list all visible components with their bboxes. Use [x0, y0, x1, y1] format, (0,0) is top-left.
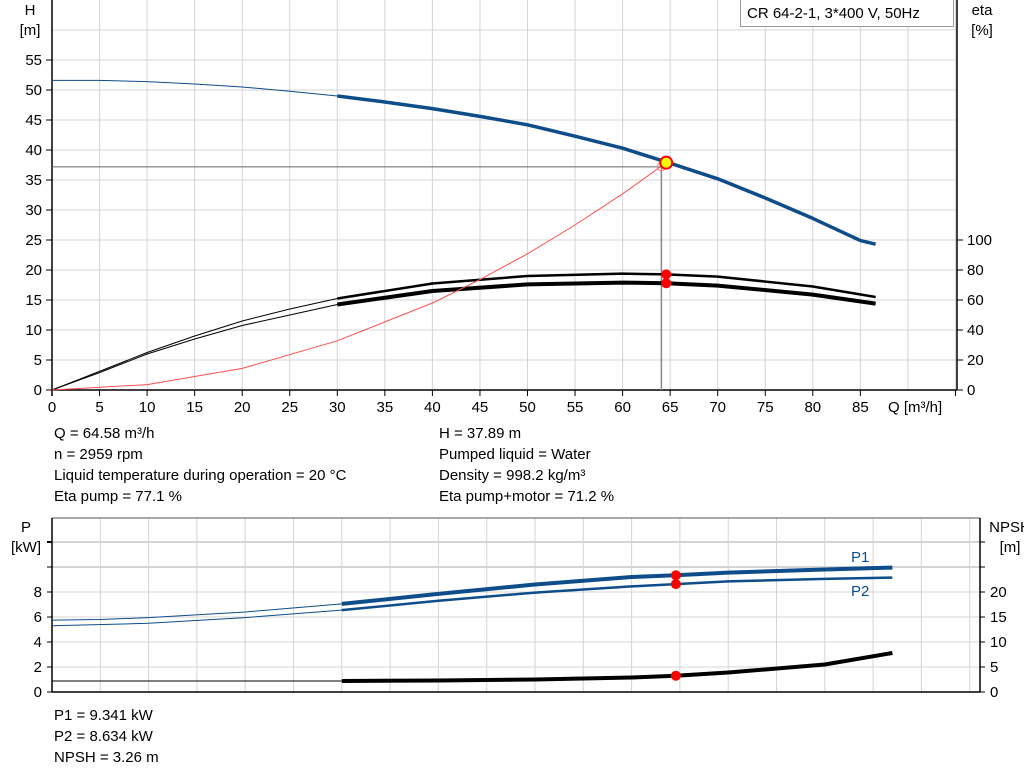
eta-tick-label: 40 — [967, 322, 984, 339]
y-label-eta: eta — [972, 2, 994, 19]
eta-tick-label: 80 — [967, 262, 984, 279]
x-tick-label: 25 — [281, 399, 298, 416]
curve-P2-extrapolated — [51, 609, 342, 627]
y-label-p: P — [21, 519, 31, 536]
info-eta-pump: Eta pump = 77.1 % — [54, 488, 182, 505]
legend-p1: P1 — [851, 549, 869, 566]
x-tick-label: 65 — [662, 399, 679, 416]
x-tick-label: 50 — [519, 399, 536, 416]
y-label-eta-unit: [%] — [971, 22, 993, 39]
y-tick-label: 15 — [25, 292, 42, 309]
p-tick-label: 2 — [34, 659, 42, 676]
info-bottom: P1 = 9.341 kW P2 = 8.634 kW NPSH = 3.26 … — [54, 705, 159, 768]
y-label-h: H — [25, 2, 36, 19]
x-tick-label: 35 — [377, 399, 394, 416]
p1-marker — [670, 570, 681, 581]
y-label-npsh: NPSH — [989, 519, 1024, 536]
info-top-right: H = 37.89 m Pumped liquid = Water Densit… — [439, 423, 614, 507]
x-tick-label: 45 — [472, 399, 489, 416]
y-tick-label: 50 — [25, 82, 42, 99]
legend-p2: P2 — [851, 583, 869, 600]
y-label-p-unit: [kW] — [11, 539, 41, 556]
info-h: H = 37.89 m — [439, 425, 522, 442]
curve-H-extrapolated — [52, 79, 338, 97]
y-label-npsh-unit: [m] — [1000, 539, 1021, 556]
x-tick-label: 20 — [234, 399, 251, 416]
y-tick-label: 25 — [25, 232, 42, 249]
x-label: Q [m³/h] — [888, 399, 942, 416]
p-tick-label: 8 — [34, 584, 42, 601]
npsh-tick-label: 0 — [990, 684, 998, 701]
eta-pump-marker — [661, 269, 672, 280]
x-tick-label: 30 — [329, 399, 346, 416]
npsh-tick-label: 5 — [990, 659, 998, 676]
x-tick-label: 80 — [804, 399, 821, 416]
eta-tick-label: 60 — [967, 292, 984, 309]
y-tick-label: 30 — [25, 202, 42, 219]
p2-marker — [670, 579, 681, 590]
x-tick-label: 55 — [567, 399, 584, 416]
eta-tick-label: 0 — [967, 382, 975, 399]
y-tick-label: 10 — [25, 322, 42, 339]
npsh-tick-label: 10 — [990, 634, 1007, 651]
info-p2: P2 = 8.634 kW — [54, 728, 153, 745]
eta-pump-motor-marker — [661, 278, 672, 289]
y-tick-label: 0 — [34, 382, 42, 399]
curve-H — [337, 94, 877, 246]
info-temp: Liquid temperature during operation = 20… — [54, 467, 347, 484]
curve-P1 — [341, 565, 893, 606]
eta-tick-label: 100 — [967, 232, 992, 249]
x-tick-label: 40 — [424, 399, 441, 416]
info-top-left: Q = 64.58 m³/h n = 2959 rpm Liquid tempe… — [54, 423, 346, 507]
curve-eta_pump — [337, 272, 876, 300]
curve-P1-extrapolated — [51, 603, 342, 621]
curve-eta_pump-extrapolated — [51, 298, 338, 391]
x-tick-label: 0 — [48, 399, 56, 416]
curve-P2 — [341, 576, 893, 612]
curve-eta_pump_motor-extrapolated — [51, 304, 338, 391]
x-tick-label: 75 — [757, 399, 774, 416]
eta-tick-label: 20 — [967, 352, 984, 369]
info-p1: P1 = 9.341 kW — [54, 707, 153, 724]
x-tick-label: 15 — [186, 399, 203, 416]
duty-point-marker — [659, 155, 674, 170]
y-tick-label: 40 — [25, 142, 42, 159]
x-tick-label: 70 — [709, 399, 726, 416]
y-tick-label: 20 — [25, 262, 42, 279]
p-tick-label: 4 — [34, 634, 42, 651]
info-liquid: Pumped liquid = Water — [439, 446, 591, 463]
curve-eta_pump_motor — [337, 280, 876, 307]
y-tick-label: 35 — [25, 172, 42, 189]
y-tick-label: 45 — [25, 112, 42, 129]
info-eta-pump-motor: Eta pump+motor = 71.2 % — [439, 488, 615, 505]
npsh-marker — [670, 670, 681, 681]
info-n: n = 2959 rpm — [54, 446, 143, 463]
curve-system — [51, 162, 667, 391]
y-label-h-unit: [m] — [20, 22, 41, 39]
pump-title: CR 64-2-1, 3*400 V, 50Hz — [740, 0, 954, 27]
x-tick-label: 85 — [852, 399, 869, 416]
p-tick-label: 0 — [34, 684, 42, 701]
curve-NPSH — [341, 651, 893, 683]
x-tick-label: 10 — [139, 399, 156, 416]
p-tick-label: 6 — [34, 609, 42, 626]
info-density: Density = 998.2 kg/m³ — [439, 467, 586, 484]
y-tick-label: 55 — [25, 52, 42, 69]
x-tick-label: 60 — [614, 399, 631, 416]
x-tick-label: 5 — [95, 399, 103, 416]
info-q: Q = 64.58 m³/h — [54, 425, 155, 442]
npsh-tick-label: 20 — [990, 584, 1007, 601]
npsh-tick-label: 15 — [990, 609, 1007, 626]
info-npsh: NPSH = 3.26 m — [54, 749, 159, 766]
y-tick-label: 5 — [34, 352, 42, 369]
